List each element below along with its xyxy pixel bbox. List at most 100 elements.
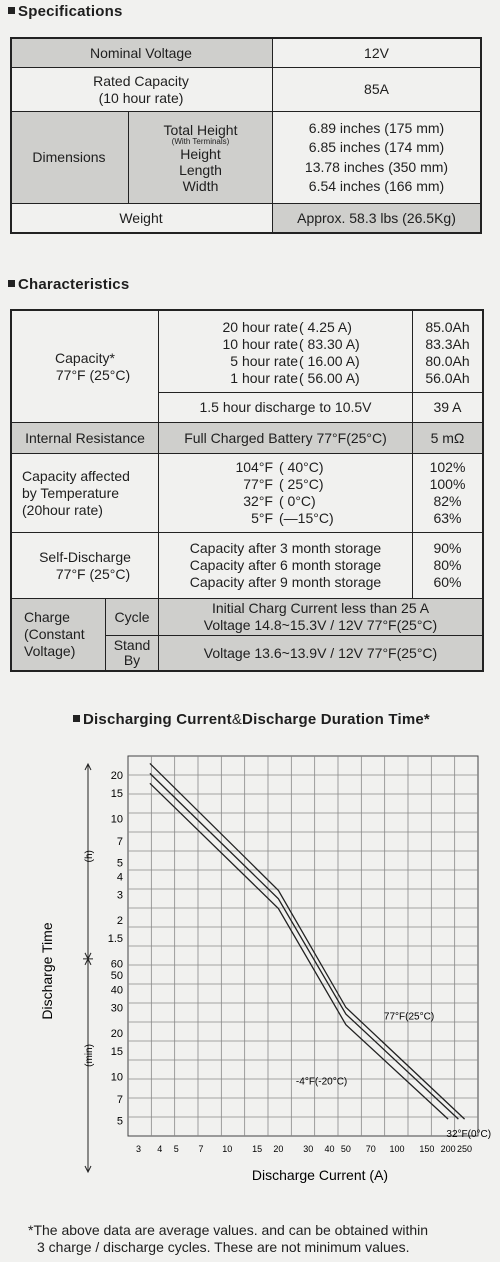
- x-tick-label: 30: [303, 1144, 313, 1154]
- temperature-rows: 104°F ( 40°C) 77°F ( 25°C) 32°F ( 0°C) 5…: [159, 458, 412, 528]
- cycle-line1: Initial Charg Current less than 25 A: [211, 600, 430, 616]
- dim-with-terminals-note: (With Terminals): [171, 136, 230, 146]
- rate-5h-value: 80.0Ah: [425, 353, 470, 369]
- self-discharge-values: 90% 80% 60%: [413, 535, 482, 595]
- curve-label: 77°F(25°C): [384, 1011, 434, 1022]
- curve-label: -4°F(-20°C): [296, 1077, 347, 1088]
- chart-heading-part1: Discharging Current: [83, 711, 232, 728]
- rate-20h-value: 85.0Ah: [425, 319, 470, 335]
- footnote-line1: *The above data are average values. and …: [28, 1222, 429, 1238]
- dim-width-value: 6.54 inches (166 mm): [308, 178, 445, 194]
- rated-capacity-line2: (10 hour rate): [98, 89, 184, 106]
- self-discharge-9m: Capacity after 9 month storage: [189, 573, 382, 590]
- footnote-line2: 3 charge / discharge cycles. These are n…: [37, 1239, 410, 1255]
- x-tick-label: 100: [390, 1144, 405, 1154]
- rate-1h-value: 56.0Ah: [425, 370, 470, 386]
- dim-total-height-label: Total Height: [163, 121, 238, 138]
- temp-minus15c: (—15°C): [279, 509, 334, 526]
- self-discharge-3m-value: 90%: [433, 539, 462, 556]
- x-tick-label: 70: [366, 1144, 376, 1154]
- chart-heading-part2: Discharge Duration Time*: [242, 711, 430, 728]
- x-tick-label: 50: [341, 1144, 351, 1154]
- charge-label: Charge (Constant Voltage): [12, 599, 105, 670]
- y-tick-label-minutes: 10: [111, 1072, 123, 1084]
- x-tick-label: 200: [441, 1144, 456, 1154]
- discharge-curve: [149, 782, 449, 1120]
- standby-label: Stand By: [106, 636, 158, 670]
- temp-32f: 32°F: [243, 492, 273, 509]
- x-tick-label: 15: [252, 1144, 262, 1154]
- temperature-label-line1: Capacity affected: [22, 467, 130, 484]
- capacity-label-line2: 77°F (25°C): [55, 366, 131, 383]
- self-discharge-6m-value: 80%: [433, 556, 462, 573]
- temperature-values: 102% 100% 82% 63%: [413, 457, 482, 529]
- rate-5h-current: ( 16.00 A): [299, 352, 360, 369]
- discharge-value: 39 A: [433, 399, 462, 415]
- footnote: *The above data are average values. and …: [28, 1222, 428, 1256]
- temp-0c: ( 0°C): [279, 492, 316, 509]
- self-discharge-6m: Capacity after 6 month storage: [189, 556, 382, 573]
- self-discharge-label: Self-Discharge 77°F (25°C): [12, 533, 158, 598]
- rate-5h: 5 hour rate: [230, 352, 298, 369]
- rate-10h-current: ( 83.30 A): [299, 335, 360, 352]
- rate-10h-value: 83.3Ah: [425, 336, 470, 352]
- curve-label: 32°F(0°C): [446, 1129, 491, 1140]
- cycle-text: Initial Charg Current less than 25 A Vol…: [159, 599, 482, 635]
- temp-25c: ( 25°C): [279, 475, 324, 492]
- charge-label-line1: Charge: [24, 609, 70, 625]
- y-tick-label-minutes: 60: [111, 959, 123, 971]
- charge-label-line3: Voltage): [24, 643, 76, 659]
- x-tick-label: 3: [136, 1144, 141, 1154]
- rate-1h-current: ( 56.00 A): [299, 369, 360, 386]
- dim-width-label: Width: [182, 177, 219, 194]
- dimensions-values: 6.89 inches (175 mm) 6.85 inches (174 mm…: [273, 114, 480, 201]
- time-axis-arrow-top: [84, 762, 92, 771]
- nominal-voltage-value: 12V: [364, 44, 389, 61]
- y-tick-label-hours: 20: [111, 770, 123, 782]
- temperature-label: Capacity affected by Temperature (20hour…: [12, 454, 158, 532]
- y-tick-label-hours: 1.5: [108, 933, 123, 945]
- standby-text: Voltage 13.6~13.9V / 12V 77°F(25°C): [203, 644, 438, 661]
- dim-length-label: Length: [179, 161, 222, 178]
- capacity-rates: 20 hour rate ( 4.25 A) 10 hour rate ( 83…: [159, 318, 412, 390]
- y-unit-minutes: (min): [84, 1044, 95, 1067]
- discharge-curve: [149, 772, 459, 1120]
- y-tick-label-minutes: 15: [111, 1046, 123, 1058]
- temp-104f: 104°F: [235, 458, 273, 475]
- internal-resistance-condition: Full Charged Battery 77°F(25°C): [184, 429, 387, 446]
- weight-value: Approx. 58.3 lbs (26.5Kg): [297, 209, 456, 226]
- chart-ticks: 3 4 5 7 10 15 20 30 40 50 70 100 150 200 2502015107543…: [108, 770, 472, 1154]
- chart-axis-decoration: (h) (min): [83, 762, 95, 1174]
- dimensions-items: Total Height (With Terminals) Height Len…: [129, 114, 272, 201]
- discharge-label: 1.5 hour discharge to 10.5V: [199, 399, 372, 415]
- y-axis-label: Discharge Time: [39, 922, 55, 1019]
- y-tick-label-hours: 10: [111, 814, 123, 826]
- internal-resistance-value: 5 mΩ: [430, 429, 465, 446]
- y-tick-label-hours: 2: [117, 915, 123, 927]
- weight-label: Weight: [119, 209, 163, 226]
- y-tick-label-minutes: 30: [111, 1002, 123, 1014]
- temp-32f-value: 82%: [433, 493, 462, 509]
- rate-20h-current: ( 4.25 A): [299, 318, 352, 335]
- x-tick-label: 150: [419, 1144, 434, 1154]
- temp-77f: 77°F: [243, 475, 273, 492]
- dim-height-value: 6.85 inches (174 mm): [308, 139, 445, 155]
- chart-heading-amp: &: [231, 711, 243, 728]
- temp-5f-value: 63%: [433, 510, 462, 526]
- cycle-line2: Voltage 14.8~15.3V / 12V 77°F(25°C): [203, 617, 438, 633]
- y-unit-hours: (h): [84, 850, 95, 862]
- temperature-label-line3: (20hour rate): [22, 501, 103, 518]
- nominal-voltage-label: Nominal Voltage: [90, 44, 192, 61]
- temp-40c: ( 40°C): [279, 458, 324, 475]
- temp-5f: 5°F: [251, 509, 273, 526]
- chart-heading: Discharging Current&Discharge Duration T…: [73, 711, 430, 728]
- self-discharge-line1: Self-Discharge: [39, 548, 131, 565]
- rated-capacity-line1: Rated Capacity: [93, 72, 189, 89]
- x-tick-label: 10: [222, 1144, 232, 1154]
- capacity-label: Capacity* 77°F (25°C): [12, 311, 158, 422]
- y-tick-label-minutes: 7: [117, 1094, 123, 1106]
- rate-10h: 10 hour rate: [222, 335, 299, 352]
- standby-label-line1: Stand: [113, 637, 151, 653]
- charge-label-line2: (Constant: [24, 626, 85, 642]
- x-tick-label: 250: [457, 1144, 472, 1154]
